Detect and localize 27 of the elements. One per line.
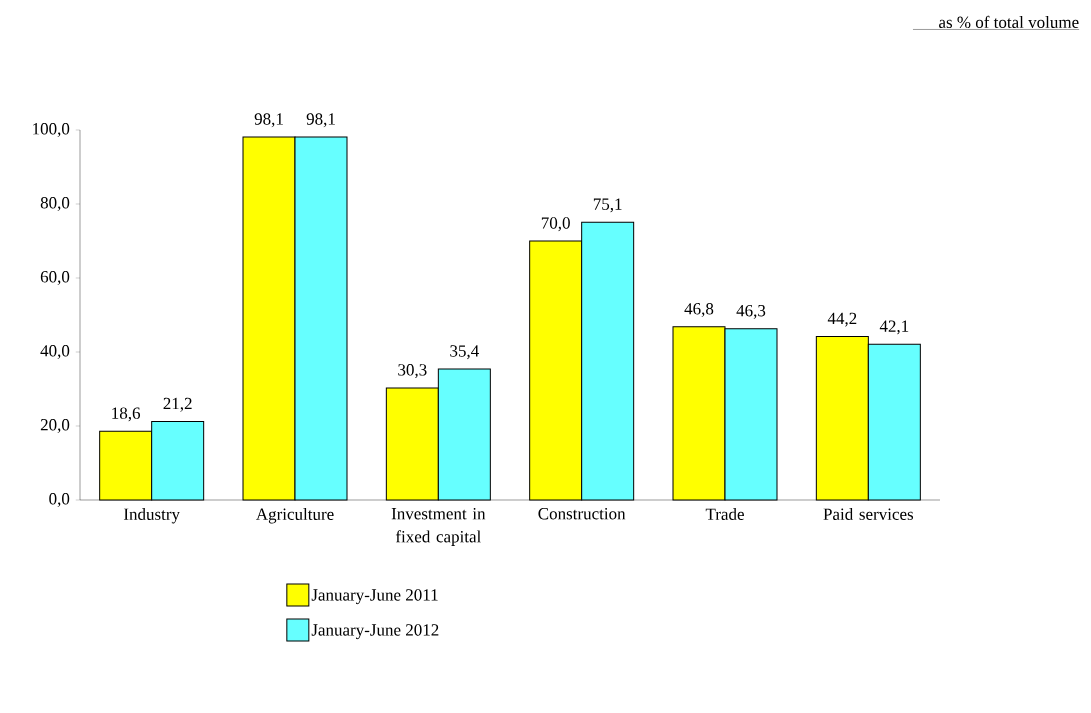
- y-tick-label: 80,0: [40, 197, 70, 211]
- legend-label: January-June 2012: [311, 624, 439, 640]
- data-label: 44,2: [827, 312, 857, 327]
- data-label: 30,3: [398, 364, 427, 379]
- y-tick-label: 40,0: [40, 345, 70, 359]
- text: as % of total volume: [939, 15, 1079, 29]
- data-label: 42,1: [879, 320, 909, 335]
- x-tick-label: Paid services: [823, 508, 914, 520]
- y-tick-label: 60,0: [40, 271, 70, 285]
- data-label: 18,6: [112, 407, 141, 422]
- x-tick-label: Industry: [123, 508, 180, 524]
- y-tick-label: 0,0: [49, 493, 70, 507]
- x-tick-label: Trade: [705, 508, 744, 520]
- y-tick-label: 100,0: [33, 123, 70, 137]
- data-label: 35,4: [450, 345, 479, 360]
- data-label: 98,1: [306, 113, 335, 128]
- x-tick-label: Agriculture: [256, 508, 334, 524]
- data-label: 98,1: [254, 113, 283, 128]
- x-tick-label: Investment in fixed capital: [391, 508, 486, 546]
- x-tick-label: Construction: [538, 508, 626, 520]
- data-label: 46,3: [736, 304, 766, 319]
- data-label: 70,0: [541, 217, 570, 232]
- y-tick-label: 20,0: [40, 419, 70, 433]
- legend-label: January-June 2011: [311, 589, 438, 605]
- data-label: 75,1: [593, 198, 622, 213]
- data-label: 46,8: [684, 303, 714, 317]
- data-label: 21,2: [163, 397, 192, 412]
